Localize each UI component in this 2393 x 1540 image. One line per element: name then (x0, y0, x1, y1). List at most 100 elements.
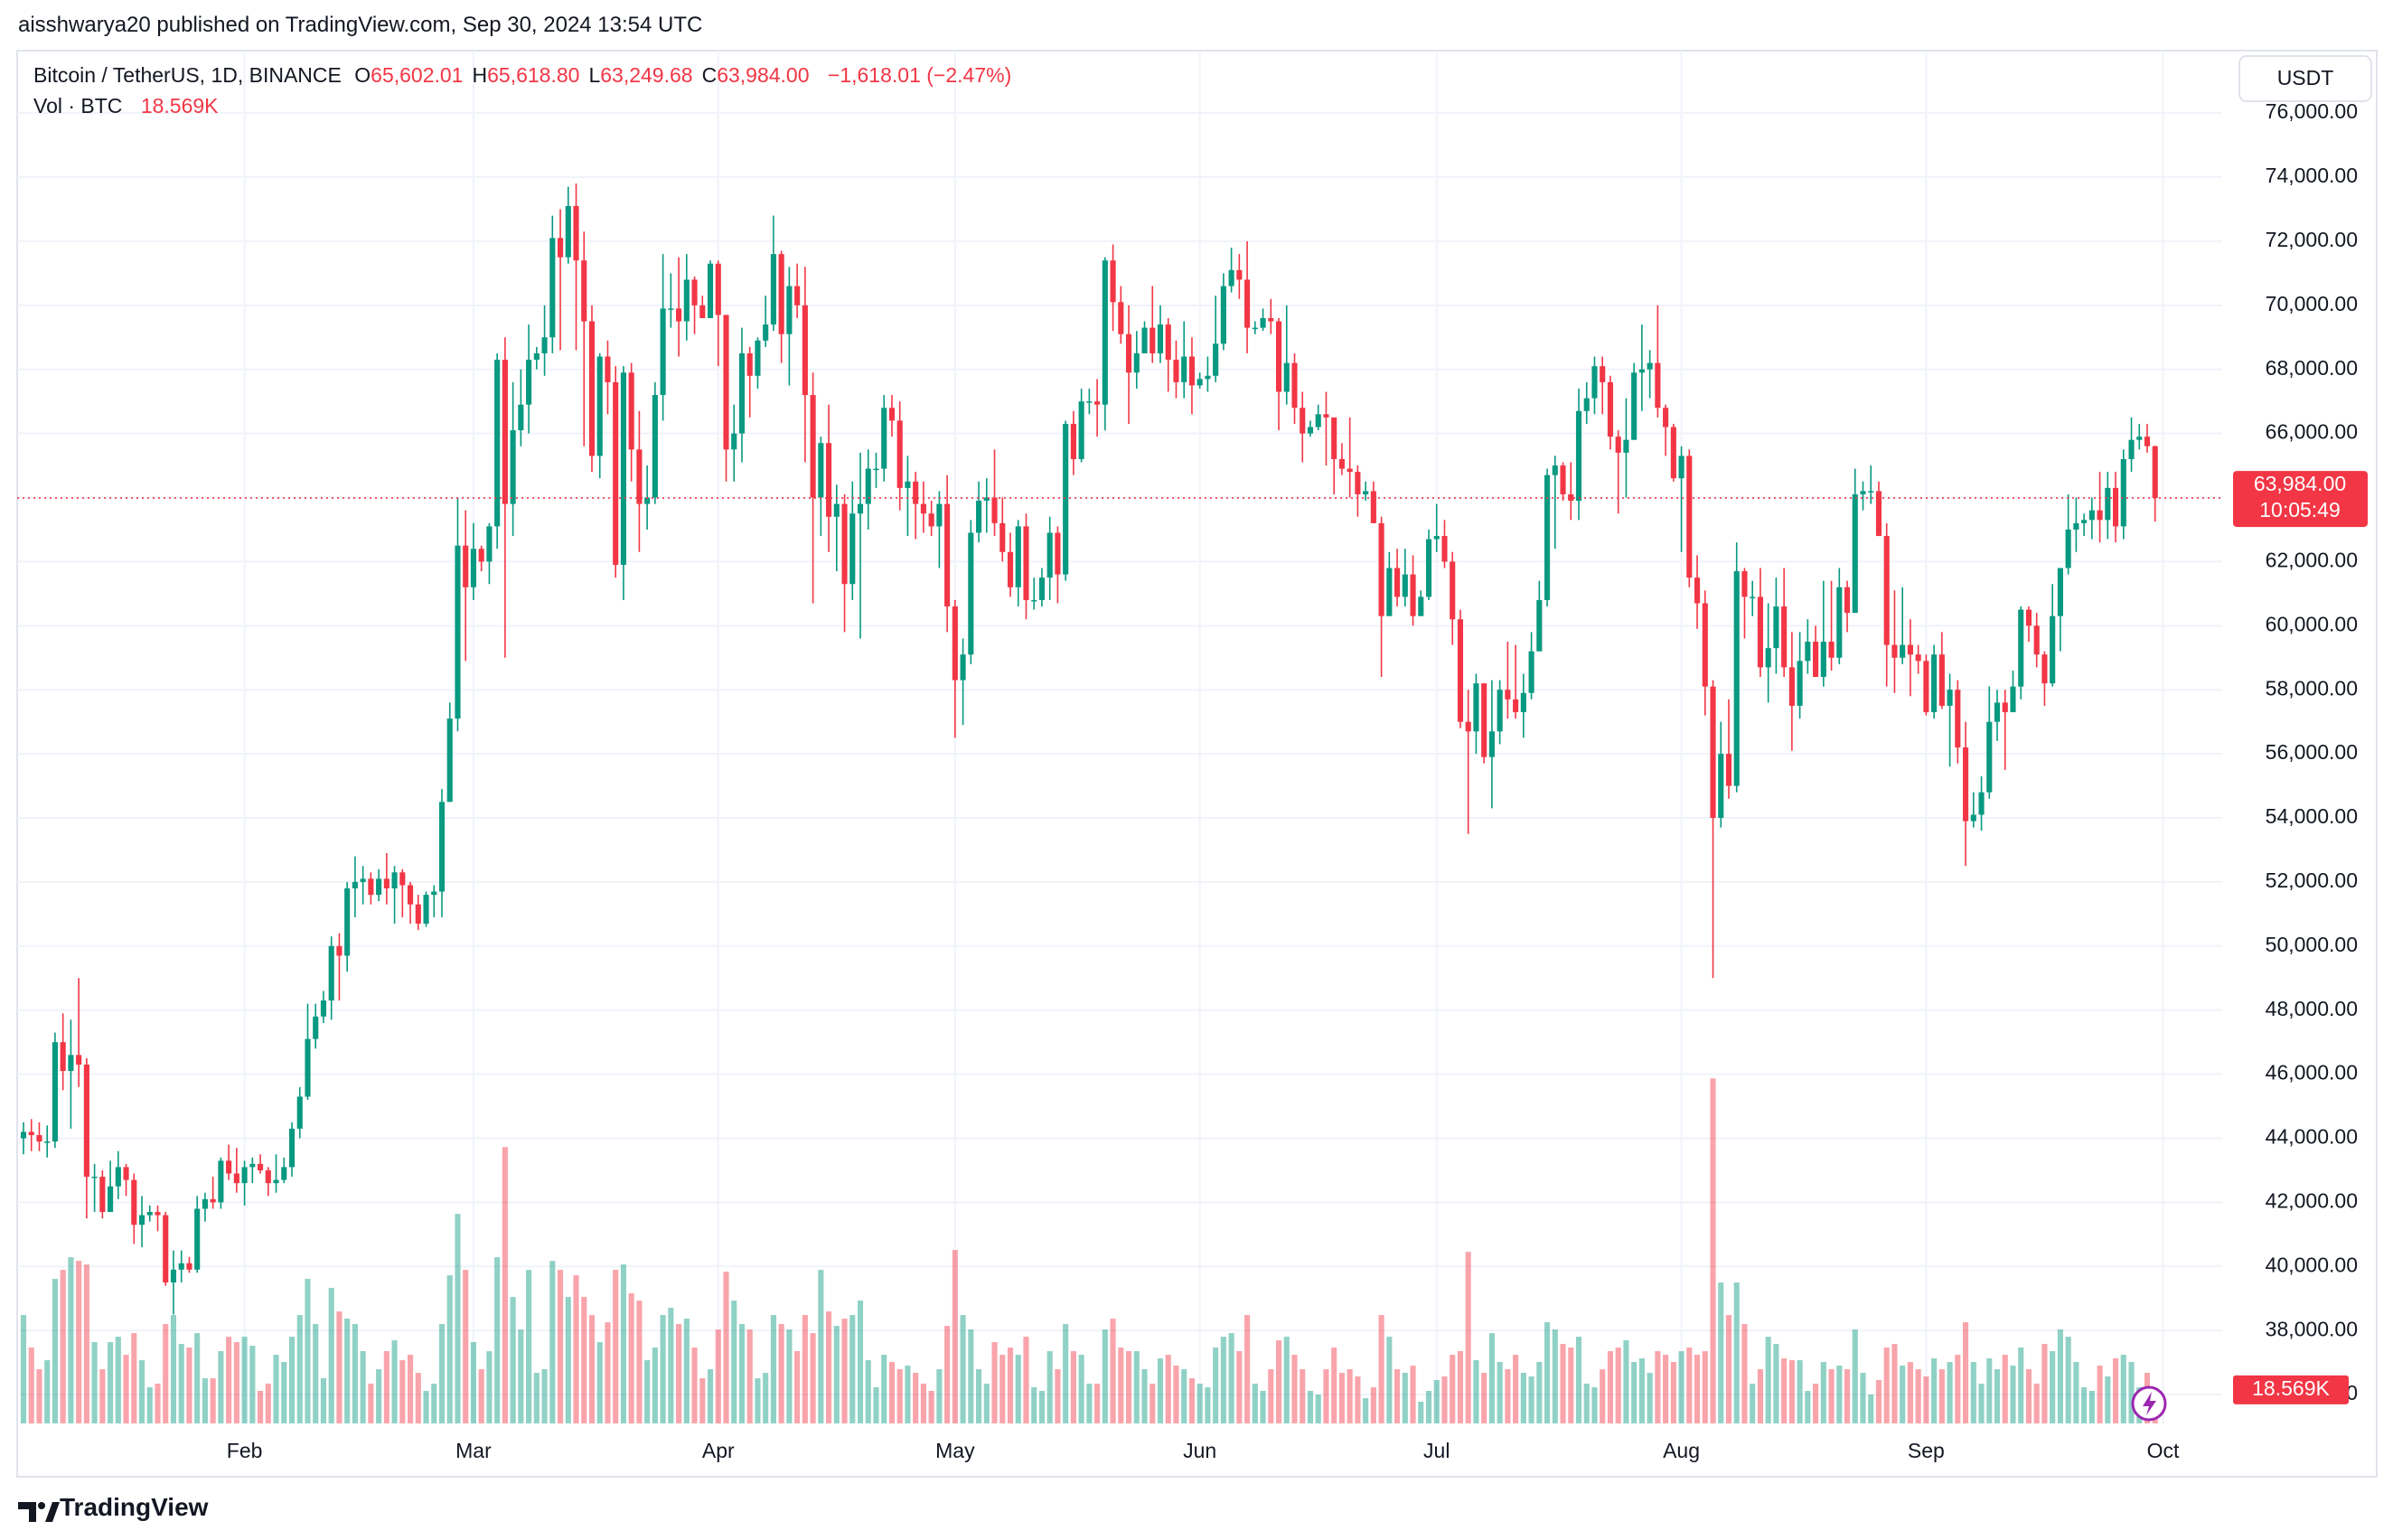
volume-bar (1133, 1351, 1140, 1423)
volume-bar (131, 1333, 137, 1423)
volume-bar (1552, 1329, 1558, 1423)
volume-bar (738, 1324, 746, 1423)
volume-bar (1765, 1337, 1771, 1423)
candle-body (1157, 324, 1164, 353)
candle-body (676, 308, 682, 322)
volume-bar (1228, 1333, 1234, 1423)
axes: 36,000.0038,000.0040,000.0042,000.0044,0… (227, 99, 2368, 1462)
candle-body (565, 205, 571, 258)
volume-bar (478, 1369, 484, 1423)
volume-bar (1575, 1337, 1582, 1423)
candle-body (857, 503, 864, 514)
volume-value: 18.569K (140, 94, 219, 117)
volume-bar (115, 1337, 121, 1423)
candle-body (1141, 327, 1148, 353)
volume-bar (438, 1324, 446, 1423)
x-tick-label: Jun (1183, 1439, 1216, 1462)
volume-bar (683, 1319, 690, 1423)
volume-bar (1102, 1329, 1108, 1423)
candle-body (376, 878, 382, 896)
volume-bar (905, 1366, 911, 1423)
candle-body (218, 1160, 224, 1203)
volume-bar (446, 1275, 453, 1423)
x-tick-label: Feb (227, 1439, 263, 1462)
candle-body (1875, 491, 1882, 537)
volume-bar (1086, 1384, 1093, 1423)
volume-bar (652, 1348, 658, 1423)
y-tick-label: 70,000.00 (2266, 292, 2358, 315)
candle-body (91, 1177, 98, 1178)
ohlc-value: 65,602.01 (371, 63, 464, 87)
volume-bar (1820, 1362, 1826, 1423)
volume-bar (123, 1355, 129, 1423)
change: −1,618.01 (−2.47%) (827, 63, 1012, 87)
candle-body (1788, 667, 1795, 706)
candle-body (1125, 333, 1132, 373)
candle-body (557, 238, 564, 258)
candle-body (1994, 702, 2001, 722)
publish-header: aisshwarya20 published on TradingView.co… (18, 13, 703, 37)
grid (17, 51, 2222, 1423)
volume-bar (1994, 1369, 2001, 1423)
candle-body (763, 324, 769, 341)
candle-body (108, 1186, 114, 1213)
candle-body (691, 279, 698, 305)
volume-bar (826, 1311, 832, 1423)
candle-body (636, 449, 643, 504)
volume-bar (258, 1391, 264, 1423)
candle-body (415, 904, 421, 924)
currency-label[interactable]: USDT (2277, 66, 2334, 89)
y-tick-label: 56,000.00 (2266, 740, 2358, 764)
volume-bar (928, 1391, 934, 1423)
volume-bar (1220, 1337, 1226, 1423)
candle-body (810, 395, 816, 498)
last-price-tag (2233, 471, 2368, 528)
ohlc-key: O (354, 63, 371, 87)
volume-bar (1378, 1315, 1384, 1423)
candle-body (494, 360, 501, 527)
alert-icon[interactable] (2131, 1385, 2167, 1422)
candle-body (194, 1208, 201, 1270)
candle-body (1978, 792, 1985, 815)
candle-body (976, 501, 982, 533)
volume-bar (1970, 1362, 1976, 1423)
candle-body (1268, 318, 1274, 322)
candle-body (1655, 362, 1661, 408)
volume-bar (296, 1315, 303, 1423)
candle-body (36, 1134, 42, 1142)
currency-button[interactable] (2238, 55, 2372, 102)
volume-bar (802, 1315, 808, 1423)
volume-bar (628, 1293, 634, 1423)
volume-bar (2025, 1369, 2032, 1423)
candle-body (1473, 683, 1479, 732)
candle-body (1923, 661, 1929, 713)
volume-bar (715, 1329, 721, 1423)
candle-body (1638, 369, 1645, 373)
volume-bar (1347, 1369, 1353, 1423)
candle-body (344, 887, 351, 956)
volume-bar (1750, 1384, 1756, 1423)
volume-bar (2050, 1351, 2056, 1423)
candle-body (1283, 362, 1290, 392)
volume-bar (431, 1384, 437, 1423)
candle-body (1836, 587, 1843, 658)
candle-body (1188, 356, 1195, 386)
candle-body (52, 1042, 58, 1142)
y-tick-label: 38,000.00 (2266, 1317, 2358, 1340)
volume-bar (2073, 1362, 2079, 1423)
volume-bar (526, 1270, 532, 1423)
candle-body (1196, 379, 1203, 386)
x-tick-label: May (935, 1439, 975, 1462)
candle-body (1552, 465, 1558, 475)
volume-bar (1157, 1358, 1164, 1423)
candle-body (1615, 437, 1621, 453)
candle-body (1891, 644, 1898, 658)
volume-bar (146, 1387, 153, 1423)
y-tick-label: 68,000.00 (2266, 356, 2358, 380)
volume-bar (383, 1351, 389, 1423)
volume-bar (1118, 1348, 1124, 1423)
volume-bar (1275, 1340, 1282, 1423)
brand-name[interactable]: TradingView (60, 1493, 209, 1521)
y-tick-label: 58,000.00 (2266, 676, 2358, 700)
volume-bar (226, 1337, 232, 1423)
